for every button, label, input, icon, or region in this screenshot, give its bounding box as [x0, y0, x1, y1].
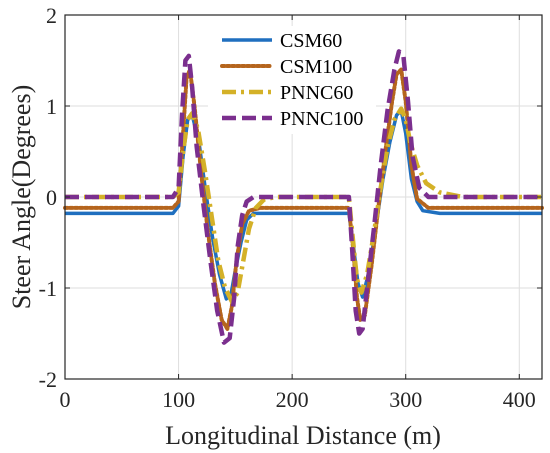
x-tick-label: 300: [389, 387, 422, 412]
x-tick-labels: 0 100 200 300 400: [60, 387, 536, 412]
legend-label-csm100: CSM100: [280, 56, 352, 78]
legend-label-csm60: CSM60: [280, 30, 342, 52]
legend-label-pnnc100: PNNC100: [280, 108, 363, 130]
y-tick-label: 0: [46, 185, 57, 210]
x-axis-label: Longitudinal Distance (m): [165, 421, 441, 450]
x-tick-label: 200: [276, 387, 309, 412]
y-tick-labels: -2 -1 0 1 2: [39, 3, 57, 392]
series-line-pnnc100: [65, 49, 542, 345]
y-tick-label: 2: [46, 3, 57, 28]
y-tick-label: -2: [39, 367, 57, 392]
series-line-csm60: [65, 108, 542, 301]
legend-label-pnnc60: PNNC60: [280, 82, 353, 104]
axis-ticks: [64, 14, 542, 380]
series-layer: [63, 49, 544, 345]
y-tick-label: -1: [39, 276, 57, 301]
x-tick-label: 400: [503, 387, 536, 412]
y-tick-label: 1: [46, 94, 57, 119]
series-line-pnnc60: [65, 106, 542, 304]
x-tick-label: 100: [162, 387, 195, 412]
y-axis-label: Steer Angle(Degrees): [7, 85, 36, 310]
legend: CSM60 CSM100 PNNC60 PNNC100: [208, 26, 376, 134]
x-tick-label: 0: [60, 387, 71, 412]
